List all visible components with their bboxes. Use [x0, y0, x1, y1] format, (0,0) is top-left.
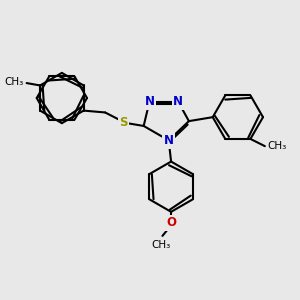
- Text: N: N: [173, 95, 183, 108]
- Text: O: O: [166, 216, 176, 230]
- Text: CH₃: CH₃: [151, 240, 170, 250]
- Text: S: S: [119, 116, 128, 129]
- Text: N: N: [164, 134, 174, 147]
- Text: N: N: [144, 95, 154, 108]
- Text: CH₃: CH₃: [267, 141, 286, 151]
- Text: CH₃: CH₃: [4, 77, 23, 87]
